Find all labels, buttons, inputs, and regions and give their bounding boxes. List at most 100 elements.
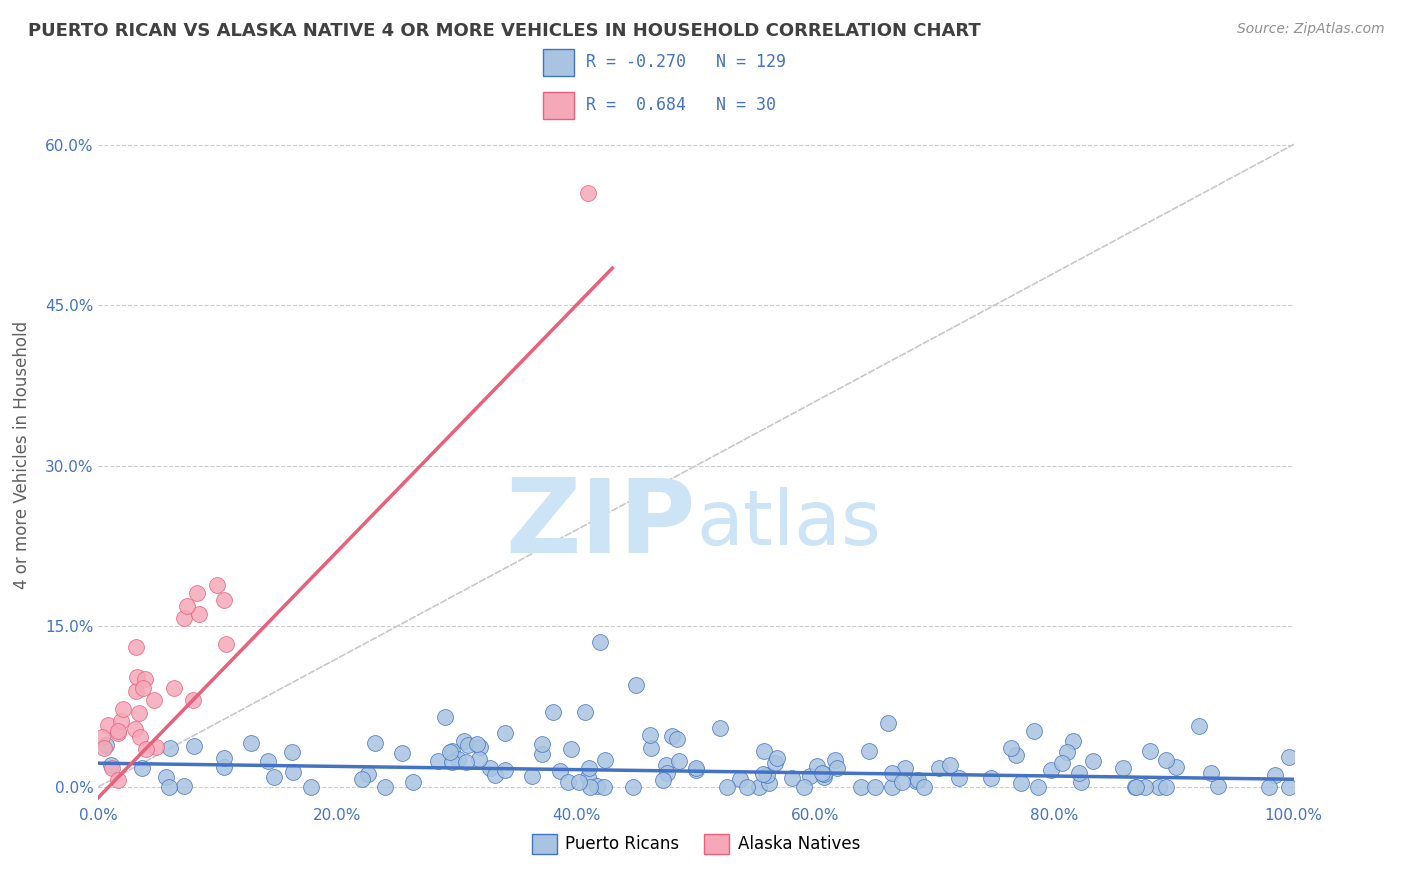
Point (685, 761, 707, 775)
Point (638, 729, 661, 743)
Point (655, 757, 678, 772)
Point (468, 739, 491, 754)
Point (205, 578, 228, 592)
Point (766, 751, 789, 765)
Point (758, 776, 780, 790)
Point (813, 767, 835, 781)
Point (579, 780, 602, 794)
Point (914, 780, 936, 794)
Legend: Puerto Ricans, Alaska Natives: Puerto Ricans, Alaska Natives (526, 827, 866, 861)
Point (391, 746, 413, 760)
Point (668, 754, 690, 768)
Point (124, 722, 146, 736)
Point (125, 670, 148, 684)
Point (478, 761, 501, 775)
Text: Source: ZipAtlas.com: Source: ZipAtlas.com (1237, 22, 1385, 37)
Point (128, 706, 150, 720)
Point (858, 744, 880, 758)
Point (110, 714, 132, 728)
Point (1010, 776, 1032, 790)
Point (299, 780, 322, 794)
Point (811, 765, 834, 780)
Point (824, 753, 846, 767)
Bar (543, 92, 574, 119)
Point (357, 767, 380, 781)
Point (186, 585, 208, 599)
Point (1201, 765, 1223, 780)
Point (426, 754, 449, 768)
Point (212, 760, 235, 774)
Point (948, 771, 970, 785)
Point (1139, 744, 1161, 758)
Point (125, 640, 148, 654)
Point (1164, 760, 1187, 774)
Point (813, 770, 835, 784)
Point (363, 736, 385, 750)
Point (374, 780, 396, 794)
Point (128, 730, 150, 744)
Text: PUERTO RICAN VS ALASKA NATIVE 4 OR MORE VEHICLES IN HOUSEHOLD CORRELATION CHART: PUERTO RICAN VS ALASKA NATIVE 4 OR MORE … (28, 22, 981, 40)
Point (263, 770, 285, 784)
Point (928, 762, 950, 776)
Point (1206, 779, 1229, 793)
Point (467, 737, 489, 751)
Point (1154, 780, 1177, 794)
Point (239, 736, 262, 750)
Point (685, 763, 707, 777)
Point (281, 745, 304, 759)
Bar (543, 49, 574, 76)
Point (440, 744, 463, 758)
Point (101, 761, 124, 775)
Point (157, 780, 180, 794)
Point (145, 739, 167, 754)
Text: ZIP: ZIP (506, 474, 696, 575)
Point (541, 705, 564, 719)
Point (454, 755, 477, 769)
Point (183, 693, 205, 707)
Point (1125, 780, 1147, 794)
Point (1133, 780, 1156, 794)
Point (1024, 723, 1046, 738)
Point (661, 729, 683, 743)
Point (666, 732, 689, 747)
Point (159, 740, 181, 755)
Point (1264, 767, 1286, 781)
Point (93, 740, 115, 755)
Point (780, 771, 803, 785)
Point (94, 738, 117, 752)
Point (793, 780, 815, 794)
Point (1278, 780, 1301, 794)
Point (163, 681, 186, 695)
Point (560, 741, 582, 756)
Point (440, 755, 463, 769)
Point (107, 725, 129, 739)
Point (1067, 766, 1090, 780)
Point (904, 773, 927, 788)
Point (568, 775, 591, 789)
Point (520, 769, 543, 783)
Point (849, 780, 872, 794)
Point (709, 721, 731, 735)
Point (576, 770, 599, 784)
Text: R = -0.270   N = 129: R = -0.270 N = 129 (586, 54, 786, 71)
Point (578, 761, 600, 775)
Point (187, 607, 209, 622)
Point (100, 757, 122, 772)
Point (1154, 754, 1177, 768)
Point (494, 726, 516, 740)
Point (433, 710, 456, 724)
Point (173, 779, 195, 793)
Point (1062, 734, 1084, 748)
Point (176, 599, 198, 614)
Point (589, 635, 612, 649)
Point (402, 775, 425, 789)
Point (863, 780, 886, 794)
Point (593, 753, 616, 767)
Point (655, 765, 678, 780)
Point (882, 780, 904, 794)
Point (212, 592, 235, 607)
Point (107, 772, 129, 787)
Point (557, 775, 579, 789)
Point (651, 772, 673, 787)
Point (135, 742, 157, 756)
